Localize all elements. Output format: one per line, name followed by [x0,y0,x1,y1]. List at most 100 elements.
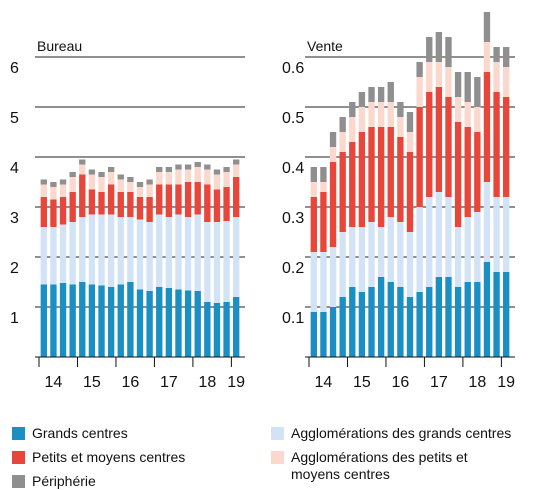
bar-segment [146,222,153,291]
bar-segment [194,291,201,357]
bar-segment [454,227,462,287]
bar-segment [349,142,356,227]
bar-segment [426,37,433,62]
bar-segment [40,227,47,285]
bar-segment [445,97,452,197]
bar-segment [136,219,144,290]
bar-segment [320,182,327,192]
bar-segment [40,284,47,357]
x-tick-label: 19 [497,374,515,391]
bar-segment [406,132,414,152]
bar-segment [368,222,375,287]
legend-item: Grands centres [12,425,292,442]
y-tick-label: 3 [10,210,19,227]
bar-segment [223,187,230,221]
bar-segment [320,312,327,357]
bar-segment [127,282,134,357]
bar-segment [88,174,96,190]
bar-segment [464,217,471,282]
bar-segment [117,179,124,192]
bar-segment [406,232,414,297]
bar-segment [329,132,337,147]
bar-segment [146,184,153,197]
bar-segment [98,177,105,192]
bar-segment [320,192,327,252]
bar-segment [223,172,230,187]
bar-segment [69,284,76,357]
bar-segment [377,127,385,227]
bar-segment [146,197,153,222]
bar-segment [184,164,192,170]
bar-segment [426,287,433,357]
bar-segment [358,132,366,227]
bar-segment [310,252,317,312]
bar-segment [88,214,96,285]
bar-segment [435,192,443,277]
bar-segment [329,147,337,162]
y-tick-label: 1 [10,310,19,327]
bar-segment [233,177,240,217]
bar-segment [175,169,182,185]
x-tick-label: 18 [198,374,216,391]
bar-segment [503,272,510,357]
bar-segment [503,47,510,67]
bar-segment [79,282,86,357]
bar-segment [204,164,211,170]
y-tick-label: 5 [10,110,19,127]
chart-title: Vente [307,38,343,54]
bar-segment [454,72,462,97]
bar-segment [377,227,385,277]
bar-segment [349,227,356,287]
legend-swatch [12,451,25,464]
chart-title: Bureau [37,38,82,54]
legend-label: Agglomérations des grands centres [291,425,512,441]
bar-segment [213,169,221,175]
bar-segment [50,187,57,200]
bar-segment [454,287,462,357]
bar-segment [233,297,240,357]
bar-segment [50,284,57,357]
bar-segment [416,292,423,357]
bar-segment [204,222,211,302]
bar-segment [88,169,96,175]
bar-segment [165,184,173,217]
bar-segment [184,182,192,217]
bar-segment [69,192,76,222]
bar-segment [445,197,452,277]
bar-segment [59,224,67,283]
bar-segment [329,307,337,357]
bar-segment [483,12,491,42]
bar-segment [184,217,192,291]
bar-segment [349,287,356,357]
bar-segment [493,47,500,62]
x-tick-label: 17 [160,374,178,391]
bar-segment [387,217,394,282]
bar-segment [483,182,491,262]
bar-segment [387,282,394,357]
bar-segment [213,174,221,190]
y-tick-label: 2 [10,260,19,277]
bar-segment [156,287,163,357]
bar-segment [59,179,67,185]
bar-segment [483,42,491,72]
bar-segment [503,97,510,197]
bar-segment [40,179,47,185]
bar-segment [165,217,173,288]
bar-segment [329,162,337,247]
legend-label: Périphérie [32,473,96,489]
bar-segment [397,102,404,117]
bar-segment [445,277,452,357]
bar-segment [136,182,144,187]
x-tick-label: 16 [391,374,409,391]
bar-segment [156,172,163,185]
bar-segment [79,164,86,175]
bar-segment [79,174,86,217]
bar-segment [184,169,192,182]
bar-segment [136,197,144,220]
bar-segment [435,62,443,87]
bar-segment [175,289,182,357]
bar-segment [223,302,230,357]
bar-segment [464,102,471,127]
bar-segment [213,303,221,357]
